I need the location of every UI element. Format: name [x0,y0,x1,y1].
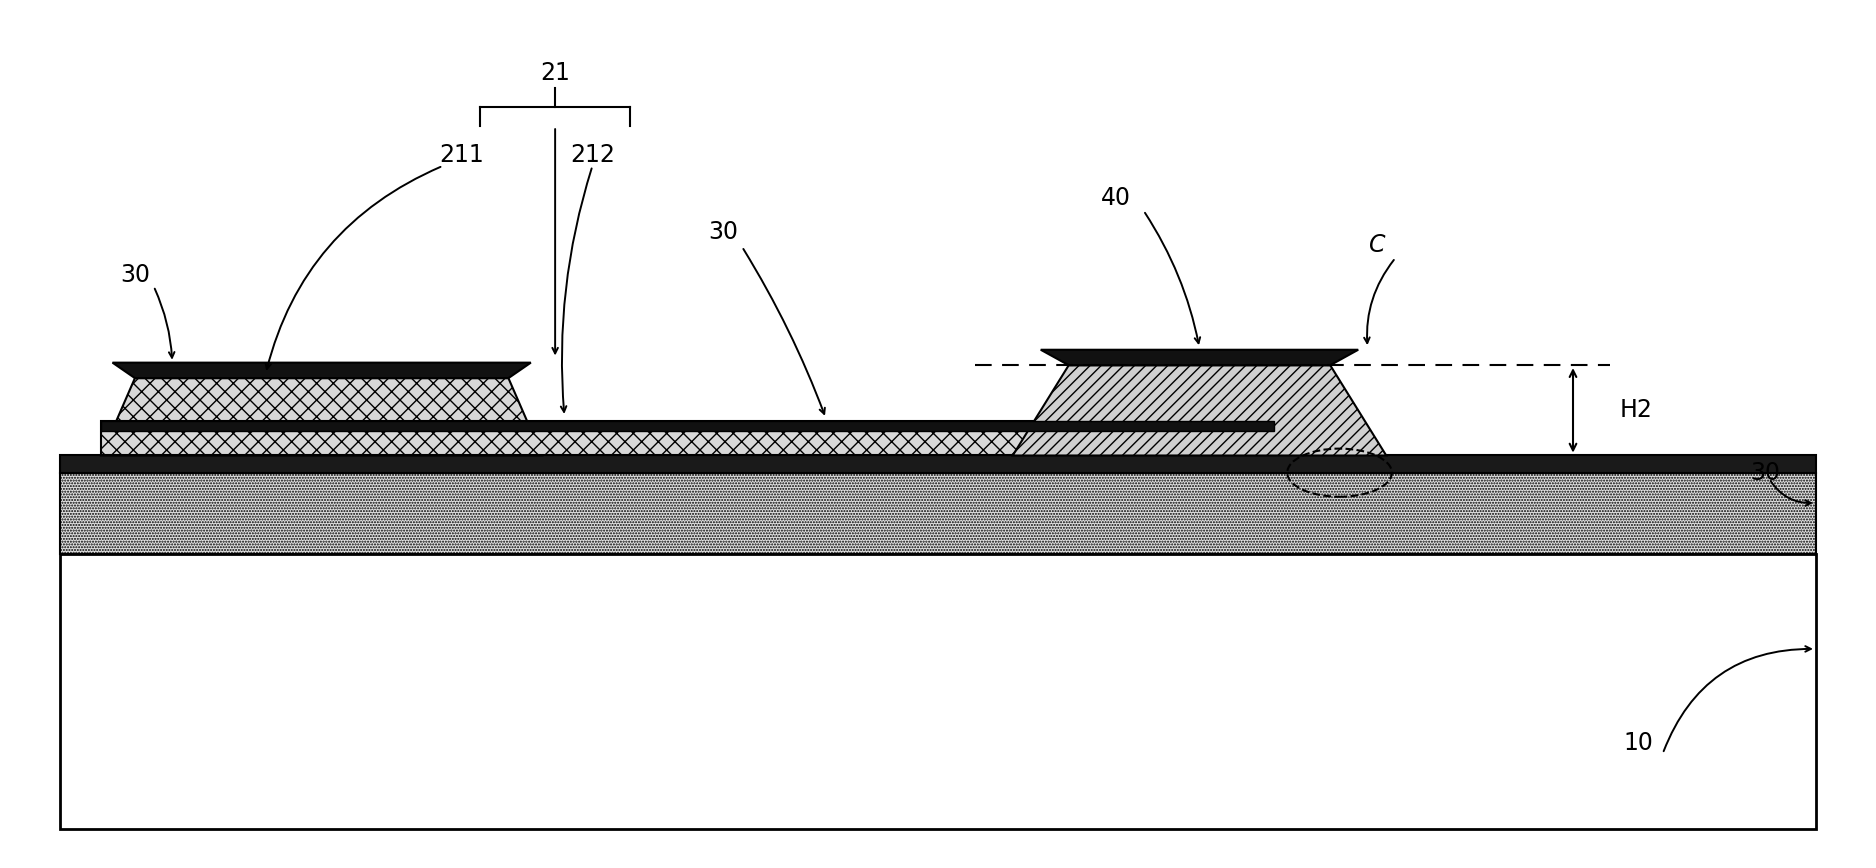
Text: 212: 212 [570,142,615,167]
Polygon shape [101,378,542,456]
Text: 30: 30 [1750,461,1780,484]
Text: C: C [1369,233,1384,257]
Text: 211: 211 [439,142,484,167]
Polygon shape [60,456,1816,473]
Polygon shape [113,363,531,378]
Polygon shape [1041,350,1358,365]
Polygon shape [101,421,1274,431]
Text: H2: H2 [1619,398,1653,422]
Text: 10: 10 [1623,732,1653,755]
Polygon shape [60,473,1816,555]
Polygon shape [1013,365,1386,456]
Text: 30: 30 [120,263,150,287]
Text: 30: 30 [709,220,739,244]
Text: 40: 40 [1101,186,1131,209]
Polygon shape [60,555,1816,830]
Polygon shape [101,421,1274,456]
Text: 21: 21 [540,61,570,85]
